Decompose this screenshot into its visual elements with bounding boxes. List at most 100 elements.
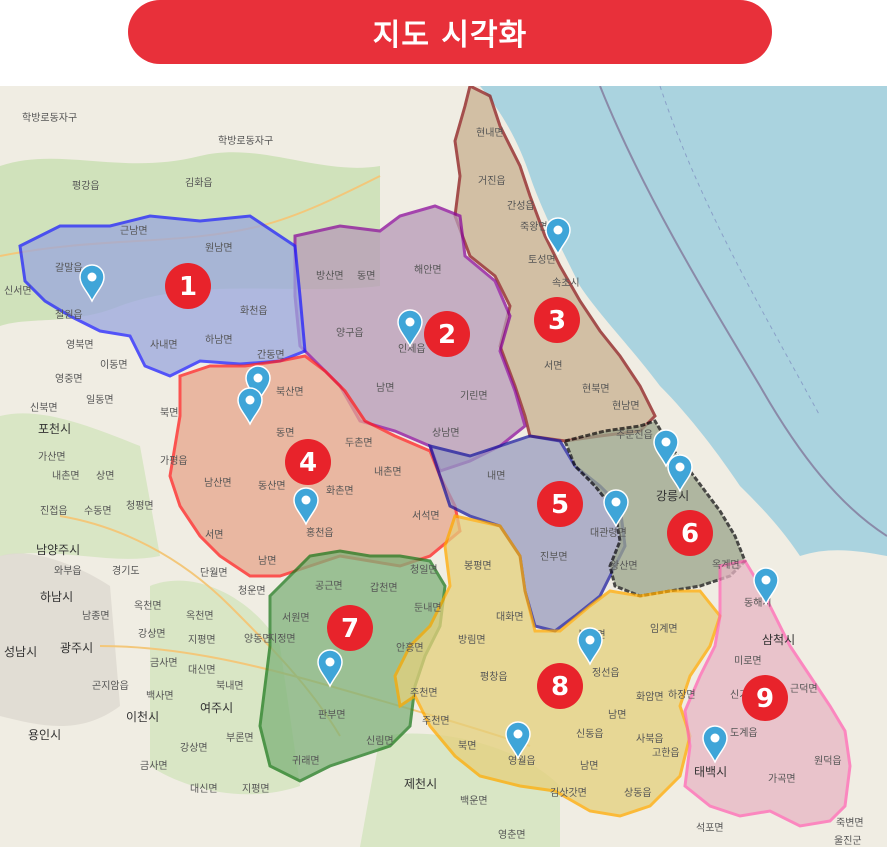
place-label: 김삿갓면 [550, 787, 587, 799]
place-label: 남면 [608, 709, 626, 721]
place-label: 곤지암읍 [92, 680, 129, 692]
place-label: 청평면 [126, 500, 154, 512]
forest-area [0, 413, 160, 559]
place-label: 주천면 [410, 687, 438, 699]
place-label: 동산면 [258, 480, 286, 492]
place-label: 경기도 [112, 564, 140, 577]
place-label: 가산면 [38, 451, 66, 463]
place-label: 판부면 [318, 709, 346, 721]
place-label: 신림면 [366, 735, 394, 747]
map-view[interactable]: 학방로동자구 학방로동자구 평강읍 김화읍 신서면 영북면 이동면 영중면 신북… [0, 86, 887, 847]
region-badge-6[interactable]: 6 [667, 510, 713, 556]
place-label: 홍천읍 [306, 526, 334, 539]
place-label: 여주시 [200, 701, 233, 715]
place-label: 도계읍 [730, 727, 758, 739]
place-label: 와부읍 [54, 565, 82, 577]
place-label: 영월읍 [508, 755, 536, 767]
region-badge-9[interactable]: 9 [742, 675, 788, 721]
place-label: 북산면 [276, 386, 304, 398]
place-label: 대신면 [188, 664, 216, 676]
place-label: 지정면 [268, 633, 296, 645]
place-label: 거진읍 [478, 175, 506, 187]
place-label: 대화면 [496, 611, 524, 623]
place-label: 남면 [258, 555, 276, 567]
place-label: 이동면 [100, 359, 128, 371]
place-label: 해안면 [414, 263, 442, 276]
place-label: 남면 [376, 382, 394, 394]
title-banner: 지도 시각화 [128, 0, 772, 64]
place-label: 현북면 [582, 383, 610, 395]
region-badge-3[interactable]: 3 [534, 297, 580, 343]
place-label: 석포면 [696, 822, 724, 834]
place-label: 인제읍 [398, 343, 426, 355]
place-label: 옥천면 [186, 610, 214, 622]
map-marker-icon[interactable] [293, 487, 319, 526]
place-label: 안흥면 [396, 641, 424, 654]
place-label: 평창읍 [480, 671, 508, 683]
place-label: 김화읍 [185, 177, 213, 189]
map-marker-icon[interactable] [545, 217, 571, 256]
place-label: 진접읍 [40, 505, 68, 517]
region-badge-2[interactable]: 2 [424, 311, 470, 357]
badge-layer: 1 2 3 4 5 6 7 8 9 [165, 263, 788, 721]
place-label: 학방로동자구 [218, 135, 273, 147]
region-badge-number: 9 [756, 684, 774, 714]
place-label: 서원면 [282, 612, 310, 624]
place-label: 대관령면 [590, 527, 627, 539]
place-label: 제천시 [404, 776, 437, 791]
place-label: 부론면 [226, 732, 254, 744]
place-label: 남산면 [204, 477, 232, 489]
region-badge-number: 6 [681, 519, 699, 549]
map-marker-icon[interactable] [505, 721, 531, 760]
place-label: 옥계면 [712, 559, 740, 571]
place-label: 두촌면 [345, 437, 373, 449]
region-badge-4[interactable]: 4 [285, 439, 331, 485]
region-badge-5[interactable]: 5 [537, 481, 583, 527]
place-label: 왕산면 [610, 560, 638, 572]
place-label: 남종면 [82, 610, 110, 622]
place-label: 미로면 [734, 655, 762, 667]
region-badge-8[interactable]: 8 [537, 663, 583, 709]
place-label: 대신면 [190, 783, 218, 795]
map-marker-icon[interactable] [753, 567, 779, 606]
place-label: 신서면 [4, 285, 32, 297]
place-label: 고한읍 [652, 747, 680, 759]
place-label: 청일면 [410, 564, 438, 576]
place-label: 울진군 [834, 835, 862, 847]
map-marker-icon[interactable] [577, 627, 603, 666]
place-label: 남양주시 [36, 543, 80, 557]
map-marker-icon[interactable] [603, 489, 629, 528]
region-7[interactable] [258, 549, 447, 783]
place-label: 상면 [96, 470, 114, 482]
place-label: 간동면 [257, 349, 285, 361]
map-marker-icon[interactable] [667, 454, 693, 493]
place-label: 북면 [160, 407, 178, 419]
map-marker-icon[interactable] [79, 264, 105, 303]
map-canvas[interactable]: 학방로동자구 학방로동자구 평강읍 김화읍 신서면 영북면 이동면 영중면 신북… [0, 86, 887, 847]
place-label: 현남면 [612, 400, 640, 412]
place-label: 서면 [544, 360, 562, 372]
urban-area [0, 553, 120, 726]
map-marker-icon[interactable] [245, 365, 271, 404]
place-label: 진부면 [540, 551, 568, 563]
map-marker-icon[interactable] [317, 649, 343, 688]
region-badge-number: 7 [341, 614, 359, 644]
place-label: 간성읍 [507, 200, 535, 212]
map-marker-icon[interactable] [653, 429, 679, 468]
region-badge-7[interactable]: 7 [327, 605, 373, 651]
map-marker-icon[interactable] [237, 387, 263, 426]
place-label: 학방로동자구 [22, 112, 77, 124]
map-marker-icon[interactable] [397, 309, 423, 348]
place-label: 태백시 [694, 765, 727, 779]
place-label: 방산면 [316, 270, 344, 282]
place-label: 상동읍 [624, 787, 652, 799]
place-label: 둔내면 [414, 602, 442, 614]
place-label: 북내면 [216, 680, 244, 692]
place-label: 봉평면 [464, 560, 492, 572]
map-marker-icon[interactable] [702, 725, 728, 764]
region-badge-1[interactable]: 1 [165, 263, 211, 309]
place-label: 내면 [487, 470, 505, 482]
place-label: 갑천면 [370, 582, 398, 594]
place-label: 지평면 [188, 634, 216, 646]
place-label: 하남시 [40, 590, 73, 604]
